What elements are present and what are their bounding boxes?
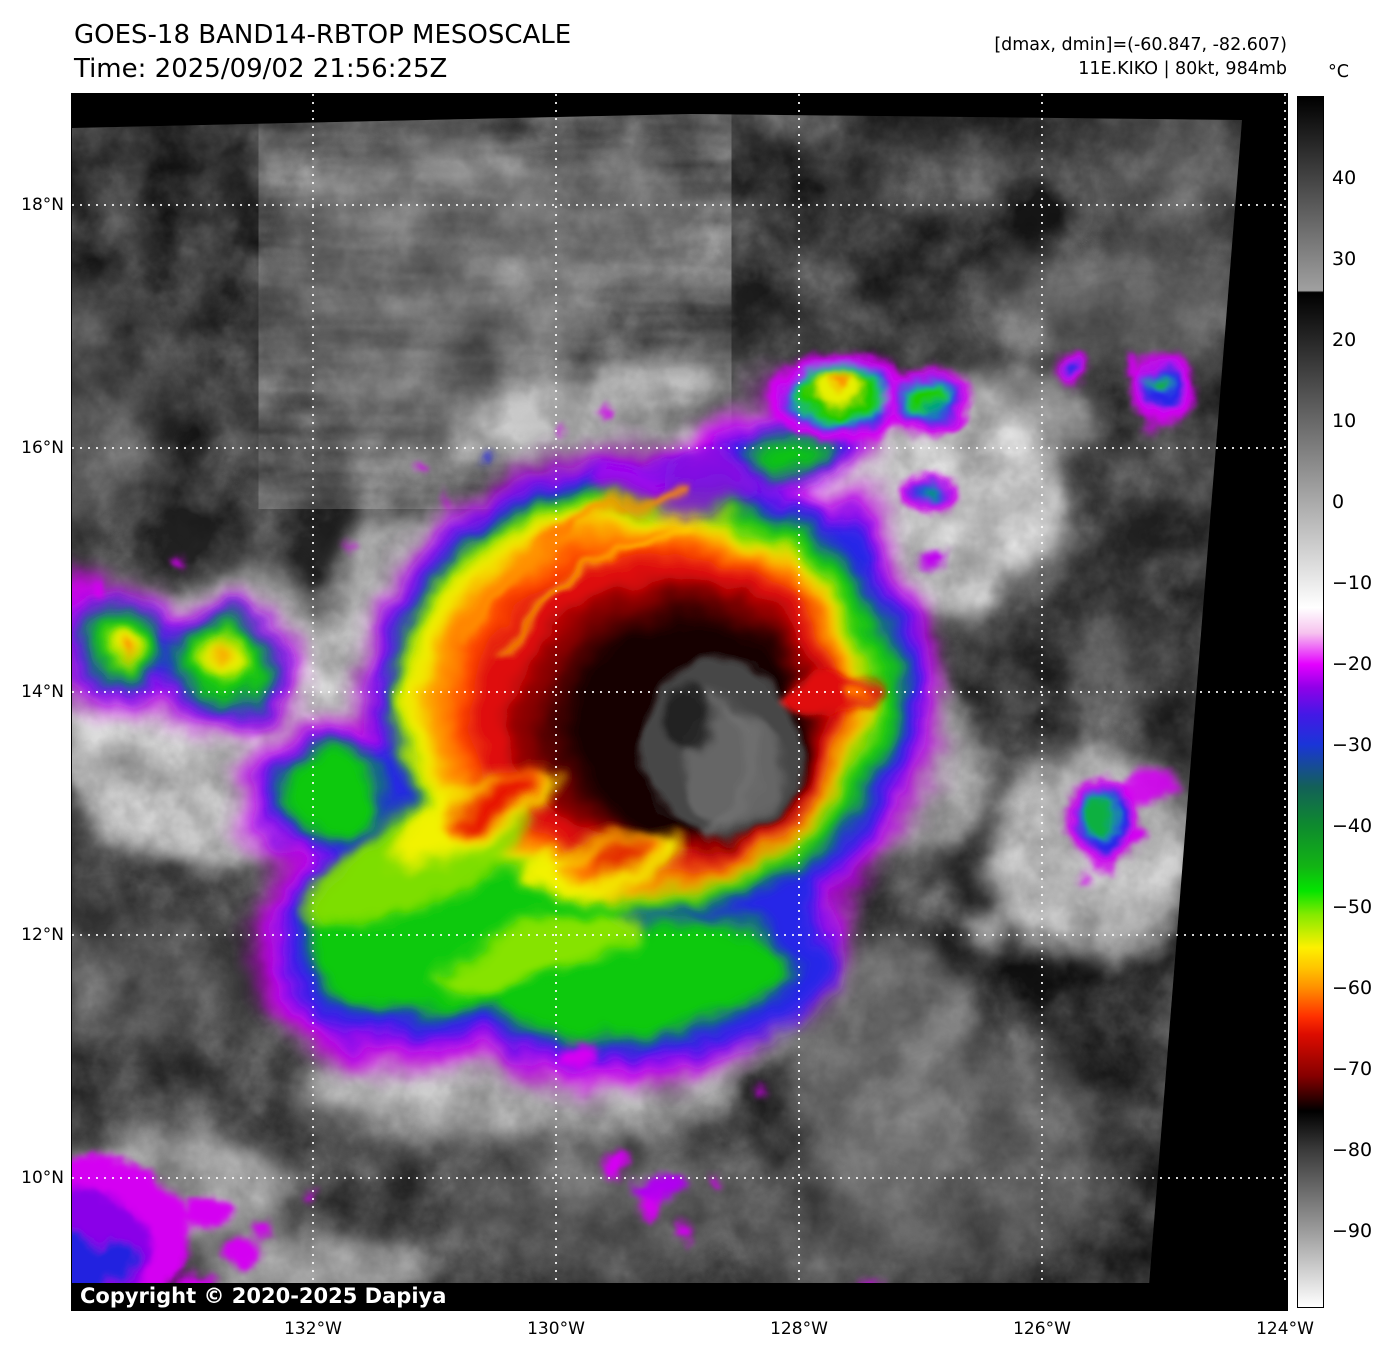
temperature-colorbar: [1297, 96, 1324, 1308]
colorbar-tick-label: 20: [1332, 329, 1357, 351]
lat-tick-label: 16°N: [21, 438, 64, 458]
figure-annotation-block: [dmax, dmin]=(-60.847, -82.607) 11E.KIKO …: [994, 33, 1287, 81]
dmax-dmin-label: [dmax, dmin]=(-60.847, -82.607): [994, 35, 1287, 55]
satellite-map: Copyright © 2020-2025 Dapiya: [71, 93, 1288, 1311]
lat-tick-label: 10°N: [21, 1168, 64, 1188]
colorbar-tick-label: −60: [1332, 977, 1373, 999]
colorbar-tick-label: −40: [1332, 815, 1373, 837]
lon-tick-label: 130°W: [527, 1319, 585, 1339]
lon-tick-label: 124°W: [1256, 1319, 1314, 1339]
colorbar-tick-label: −90: [1332, 1220, 1373, 1242]
colorbar-tick-label: −20: [1332, 653, 1373, 675]
lon-tick-label: 126°W: [1013, 1319, 1071, 1339]
swath-imagery-group: [72, 114, 1242, 1310]
colorbar-unit-label: °C: [1328, 62, 1349, 82]
lat-tick-label: 18°N: [21, 195, 64, 215]
colorbar-tick-label: −10: [1332, 572, 1373, 594]
colorbar-tick-label: 0: [1332, 491, 1345, 513]
colorbar-tick-label: 40: [1332, 167, 1357, 189]
figure-title-block: GOES-18 BAND14-RBTOP MESOSCALE Time: 2025…: [74, 18, 571, 86]
lon-tick-label: 132°W: [284, 1319, 342, 1339]
lon-tick-label: 128°W: [770, 1319, 828, 1339]
colorbar-tick-label: −70: [1332, 1058, 1373, 1080]
colorbar-tick-label: −30: [1332, 734, 1373, 756]
graticule-gridlines: [72, 94, 1287, 1310]
lat-tick-label: 12°N: [21, 925, 64, 945]
colorbar-tick-label: −80: [1332, 1139, 1373, 1161]
colorbar-tick-label: 30: [1332, 248, 1357, 270]
satellite-imagery: [72, 94, 1287, 1310]
storm-info-label: 11E.KIKO | 80kt, 984mb: [1078, 59, 1287, 79]
figure-time: Time: 2025/09/02 21:56:25Z: [74, 54, 448, 84]
copyright-text: Copyright © 2020-2025 Dapiya: [80, 1284, 447, 1308]
figure-title: GOES-18 BAND14-RBTOP MESOSCALE: [74, 20, 572, 50]
colorbar-tick-label: 10: [1332, 410, 1357, 432]
colorbar-tick-label: −50: [1332, 896, 1373, 918]
copyright-bar: Copyright © 2020-2025 Dapiya: [72, 1283, 1287, 1310]
lat-tick-label: 14°N: [21, 682, 64, 702]
